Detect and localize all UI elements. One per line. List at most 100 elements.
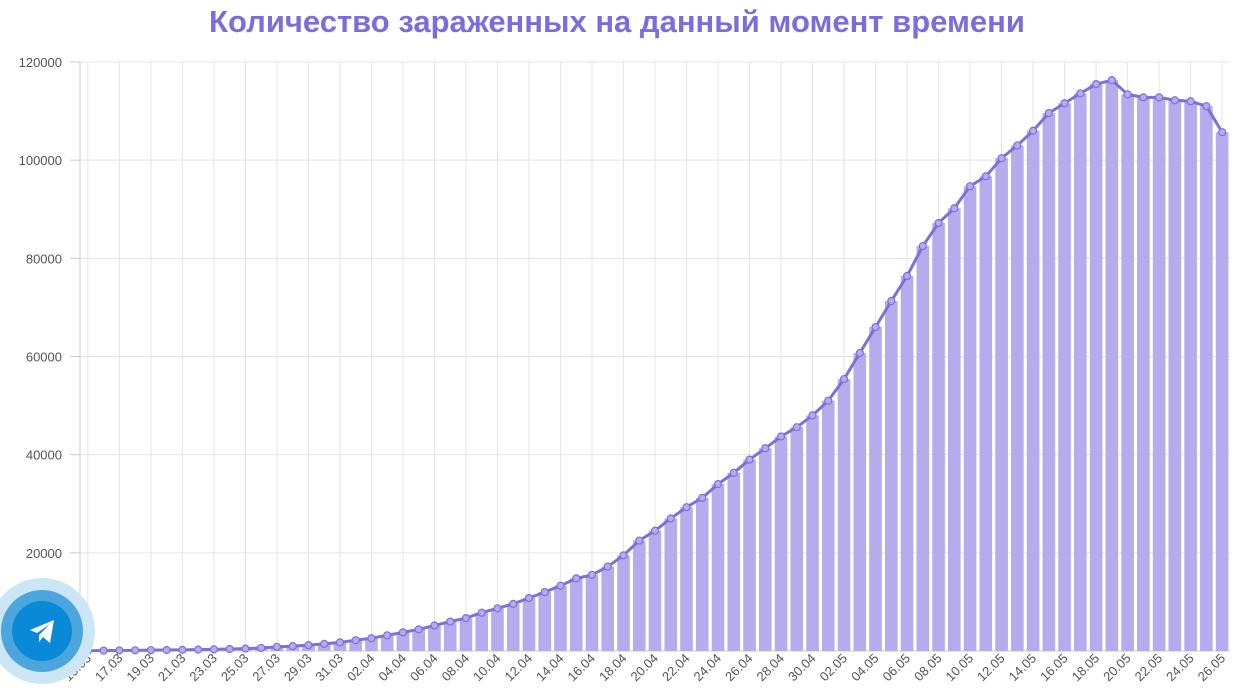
x-tick-label: 21.03 (155, 651, 189, 685)
point (713, 480, 723, 489)
point (509, 599, 518, 608)
y-tick-label: 120000 (19, 55, 62, 70)
x-tick-label: 17.03 (92, 651, 126, 685)
bar (680, 507, 693, 651)
point (666, 514, 675, 523)
bar (1011, 145, 1024, 652)
point (824, 396, 833, 405)
bar (806, 415, 819, 651)
point (587, 570, 597, 580)
point (477, 608, 486, 617)
point (1218, 128, 1227, 137)
x-tick-label: 14.04 (533, 651, 567, 685)
x-tick-label: 29.03 (281, 651, 315, 685)
point (540, 587, 549, 597)
point (871, 322, 880, 332)
telegram-icon (30, 620, 54, 643)
bar (821, 400, 835, 651)
bar (522, 597, 536, 651)
bar (1200, 106, 1213, 652)
x-tick-label: 30.04 (785, 651, 819, 685)
point (1044, 108, 1053, 118)
point (398, 628, 408, 637)
point (1060, 99, 1069, 108)
point (603, 562, 612, 571)
point (304, 641, 313, 650)
bar (932, 222, 945, 651)
point (241, 644, 250, 653)
bar (428, 625, 441, 651)
point (839, 374, 849, 384)
x-tick-label: 19.03 (123, 651, 157, 685)
point (997, 154, 1006, 163)
point (288, 641, 297, 651)
point (902, 271, 912, 281)
x-tick-label: 26.05 (1195, 651, 1229, 685)
bar (459, 618, 473, 651)
bar (948, 208, 961, 652)
point (729, 468, 738, 477)
point (162, 645, 171, 655)
bar (475, 612, 489, 651)
bar (1074, 93, 1087, 651)
button-core (12, 601, 72, 661)
y-tick-label: 20000 (26, 546, 62, 561)
x-tick-label: 08.05 (911, 651, 945, 685)
point (1013, 141, 1022, 150)
x-tick-label: 20.04 (628, 651, 662, 685)
x-tick-label: 10.05 (943, 651, 977, 685)
point (934, 218, 943, 228)
x-tick-label: 23.03 (186, 651, 220, 685)
point (351, 636, 360, 645)
point (950, 204, 959, 213)
bar (396, 632, 410, 651)
bar (885, 301, 898, 651)
point (131, 646, 140, 655)
bar (349, 640, 362, 651)
point (981, 172, 990, 181)
point (808, 411, 817, 420)
bar (758, 448, 772, 651)
bar (569, 578, 583, 651)
bar (1058, 103, 1071, 652)
bar (1042, 113, 1056, 651)
x-tick-label: 04.04 (375, 651, 409, 685)
point (887, 296, 896, 306)
point (430, 621, 439, 630)
bar (900, 276, 914, 651)
bar (837, 379, 851, 651)
x-tick-label: 10.04 (470, 651, 504, 685)
point (792, 423, 801, 432)
bar (412, 629, 425, 651)
point (178, 645, 187, 654)
x-tick-label: 24.05 (1163, 651, 1197, 685)
bar (790, 427, 804, 651)
point (761, 444, 770, 453)
y-tick-label: 40000 (26, 448, 62, 463)
bar (774, 436, 788, 651)
bar (963, 186, 977, 651)
x-tick-label: 20.05 (1100, 651, 1134, 685)
point (194, 645, 203, 654)
chart-title: Количество зараженных на данный момент в… (209, 4, 1025, 39)
bar (1121, 94, 1134, 651)
x-tick-label: 16.05 (1037, 651, 1071, 685)
bar (1105, 80, 1119, 652)
point (635, 536, 644, 545)
bar (601, 566, 615, 651)
point (335, 638, 345, 647)
point (1091, 79, 1101, 89)
x-tick-label: 16.04 (564, 651, 598, 685)
x-tick-label: 02.05 (817, 651, 851, 685)
point (918, 241, 927, 251)
point (414, 625, 423, 634)
bar (365, 638, 378, 651)
x-tick-label: 28.04 (754, 651, 788, 685)
point (650, 526, 660, 535)
bar (1152, 97, 1166, 652)
y-tick-label: 100000 (19, 153, 62, 168)
bar (617, 555, 630, 651)
x-tick-label: 25.03 (218, 651, 252, 685)
telegram-button[interactable] (0, 578, 95, 684)
